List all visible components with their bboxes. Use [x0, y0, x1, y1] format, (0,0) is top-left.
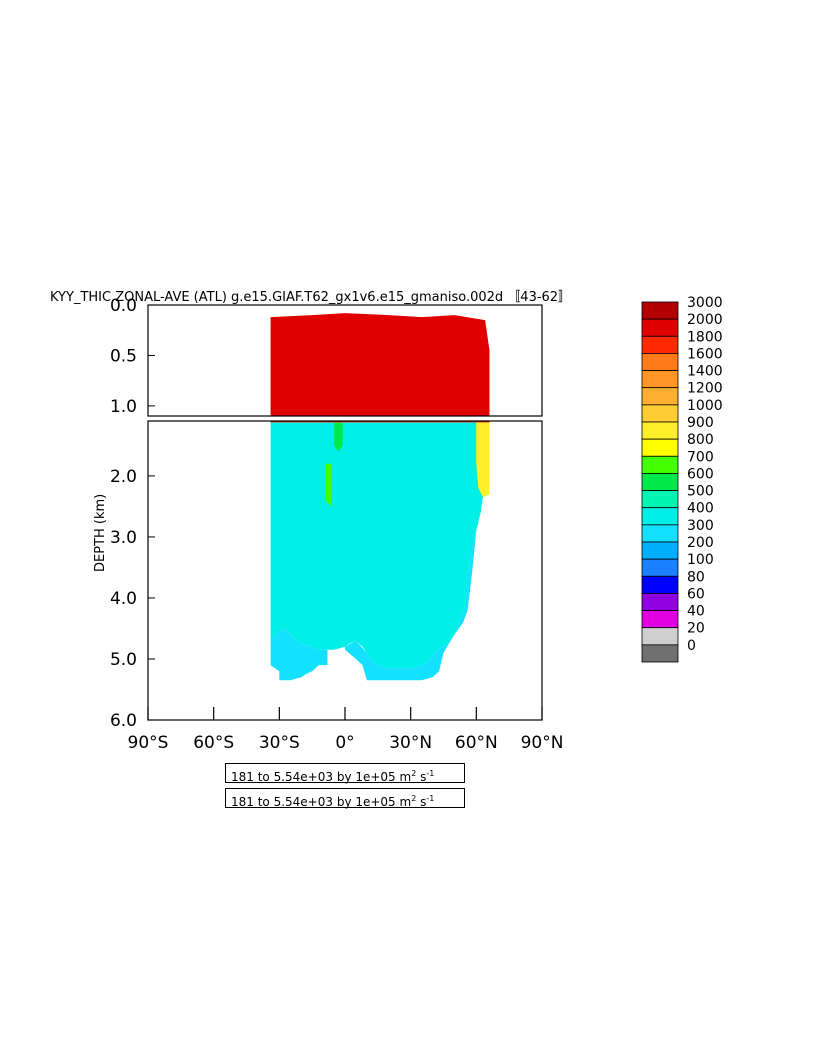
colorbar-swatch — [641, 524, 679, 543]
colorbar-swatch — [641, 610, 679, 629]
colorbar-label: 20 — [687, 621, 705, 637]
colorbar-swatch — [641, 455, 679, 474]
colorbar-swatch — [641, 421, 679, 440]
contour-info-box: 181 to 5.54e+03 by 1e+05 m2 s-1 — [225, 788, 465, 809]
y-tick-label: 1.0 — [110, 397, 137, 417]
colorbar-label: 1400 — [687, 364, 723, 380]
colorbar-label: 900 — [687, 415, 714, 431]
colorbar-swatch — [641, 353, 679, 371]
colorbar-swatch — [641, 490, 679, 509]
level-300-region — [270, 628, 328, 681]
lower-depth-panel: 2.0 3.0 4.0 5.0 6.0 — [110, 420, 543, 731]
colorbar-label: 60 — [687, 586, 705, 602]
unit-exponent: -1 — [426, 769, 435, 778]
colorbar-label: 300 — [687, 518, 714, 534]
level-600-region — [334, 422, 343, 452]
unit-exponent: 2 — [411, 794, 417, 803]
level-900-region — [476, 422, 490, 498]
colorbar-label: 400 — [687, 501, 714, 517]
colorbar-swatch — [641, 370, 679, 389]
colorbar-label: 40 — [687, 604, 705, 620]
colorbar-swatch — [641, 541, 679, 560]
unit-text: s — [416, 795, 427, 809]
y-tick-label: 5.0 — [110, 650, 137, 670]
contour-info-box: 181 to 5.54e+03 by 1e+05 m2 s-1 — [225, 763, 465, 784]
colorbar-swatch — [641, 507, 679, 526]
colorbar-swatch — [641, 301, 679, 320]
contour-info-text: 181 to 5.54e+03 by 1e+05 m — [231, 795, 412, 809]
colorbar-label: 0 — [687, 638, 696, 654]
colorbar-label: 200 — [687, 535, 714, 551]
x-tick-label: 30°S — [259, 733, 300, 753]
x-tick-label: 0° — [335, 733, 354, 753]
colorbar-label: 700 — [687, 449, 714, 465]
x-tick-label: 60°S — [193, 733, 234, 753]
level-700-region — [325, 463, 332, 507]
colorbar-swatch — [641, 575, 679, 594]
colorbar-swatch — [641, 438, 679, 457]
colorbar-label: 1600 — [687, 346, 723, 362]
y-tick-label: 3.0 — [110, 528, 137, 548]
shaded-regions — [270, 421, 490, 681]
x-tick-label: 60°N — [455, 733, 498, 753]
colorbar-swatch — [641, 335, 679, 354]
colorbar-label: 100 — [687, 552, 714, 568]
y-tick-label: 2.0 — [110, 467, 137, 487]
colorbar-swatch — [641, 473, 679, 491]
colorbar-label: 1000 — [687, 398, 723, 414]
x-tick-label: 90°S — [128, 733, 169, 753]
colorbar-swatch — [641, 558, 679, 577]
unit-exponent: 2 — [411, 769, 417, 778]
panel-frame — [147, 304, 543, 417]
y-tick-label: 0.0 — [110, 296, 137, 316]
colorbar-swatch — [641, 318, 679, 337]
colorbar-label: 1200 — [687, 381, 723, 397]
upper-depth-panel: 0.0 0.5 1.0 — [110, 296, 543, 417]
chart-title: KYY_THIC ZONAL-AVE (ATL) g.e15.GIAF.T62_… — [50, 290, 571, 305]
shaded-regions — [270, 313, 490, 416]
colorbar-label: 800 — [687, 432, 714, 448]
latitude-axis: 90°S 60°S 30°S 0° 30°N 60°N 90°N — [128, 707, 564, 753]
colorbar-label: 600 — [687, 466, 714, 482]
colorbar-label: 3000 — [687, 295, 723, 311]
x-tick-label: 90°N — [521, 733, 564, 753]
y-tick-label: 6.0 — [110, 711, 137, 731]
x-tick-label: 30°N — [389, 733, 432, 753]
colorbar-label: 1800 — [687, 329, 723, 345]
y-tick-label: 4.0 — [110, 589, 137, 609]
colorbar-swatch — [641, 627, 679, 646]
colorbar-legend: 3000200018001600140012001000900800700600… — [641, 295, 723, 663]
y-tick-label: 0.5 — [110, 346, 137, 366]
contour-info-text: 181 to 5.54e+03 by 1e+05 m — [231, 770, 412, 784]
level-2000-region — [270, 313, 490, 416]
unit-exponent: -1 — [426, 794, 435, 803]
unit-text: s — [416, 770, 427, 784]
colorbar-swatch — [641, 593, 679, 611]
colorbar-label: 2000 — [687, 312, 723, 328]
colorbar-swatch — [641, 387, 679, 406]
colorbar-swatch — [641, 404, 679, 423]
colorbar-label: 500 — [687, 484, 714, 500]
y-axis-label: DEPTH (km) — [93, 494, 108, 572]
colorbar-swatch — [641, 644, 679, 663]
colorbar-label: 80 — [687, 569, 705, 585]
